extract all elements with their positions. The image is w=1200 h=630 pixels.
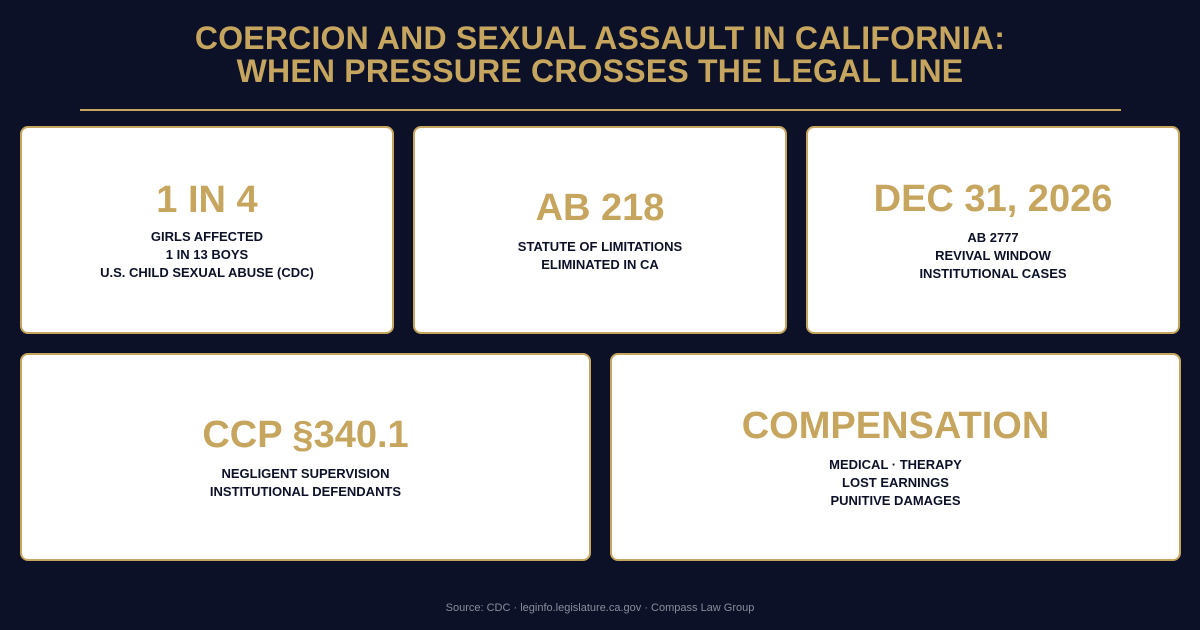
title-line-1: COERCION AND SEXUAL ASSAULT IN CALIFORNI… [194,20,1006,56]
stat-value: COMPENSATION [741,405,1050,447]
stat-line: 1 IN 13 BOYS [165,247,249,262]
stat-line: AB 2777 [967,230,1019,245]
title-line-2: WHEN PRESSURE CROSSES THE LEGAL LINE [236,53,964,89]
stat-value: CCP §340.1 [202,414,409,456]
stat-card-deadline: DEC 31, 2026 AB 2777 REVIVAL WINDOW INST… [806,126,1180,334]
stat-value: AB 218 [535,187,665,229]
stat-line: ELIMINATED IN CA [541,257,659,272]
stat-line: GIRLS AFFECTED [150,229,264,244]
stat-line: NEGLIGENT SUPERVISION [221,466,390,481]
title-divider [80,109,1121,111]
page-title: COERCION AND SEXUAL ASSAULT IN CALIFORNI… [0,22,1200,88]
stat-card-ab218: AB 218 STATUTE OF LIMITATIONS ELIMINATED… [413,126,787,334]
source-footer: Source: CDC · leginfo.legislature.ca.gov… [445,602,755,614]
stat-card-compensation: COMPENSATION MEDICAL · THERAPY LOST EARN… [610,353,1181,561]
stat-line: STATUTE OF LIMITATIONS [517,239,683,254]
stat-description: NEGLIGENT SUPERVISION INSTITUTIONAL DEFE… [210,465,401,501]
stat-description: AB 2777 REVIVAL WINDOW INSTITUTIONAL CAS… [919,229,1066,283]
stat-value: 1 IN 4 [156,179,258,221]
stat-line: LOST EARNINGS [842,475,949,490]
stat-card-prevalence: 1 IN 4 GIRLS AFFECTED 1 IN 13 BOYS U.S. … [20,126,394,334]
stat-description: GIRLS AFFECTED 1 IN 13 BOYS U.S. CHILD S… [100,228,314,282]
stat-line: INSTITUTIONAL CASES [919,266,1067,281]
stat-line: U.S. CHILD SEXUAL ABUSE (CDC) [100,265,314,280]
stat-line: PUNITIVE DAMAGES [830,493,961,508]
stat-line: MEDICAL · THERAPY [829,457,962,472]
stat-line: REVIVAL WINDOW [935,248,1051,263]
stat-description: STATUTE OF LIMITATIONS ELIMINATED IN CA [518,238,682,274]
stat-line: INSTITUTIONAL DEFENDANTS [209,484,402,499]
stat-description: MEDICAL · THERAPY LOST EARNINGS PUNITIVE… [829,456,962,510]
stat-value: DEC 31, 2026 [873,178,1113,220]
stat-card-ccp: CCP §340.1 NEGLIGENT SUPERVISION INSTITU… [20,353,591,561]
